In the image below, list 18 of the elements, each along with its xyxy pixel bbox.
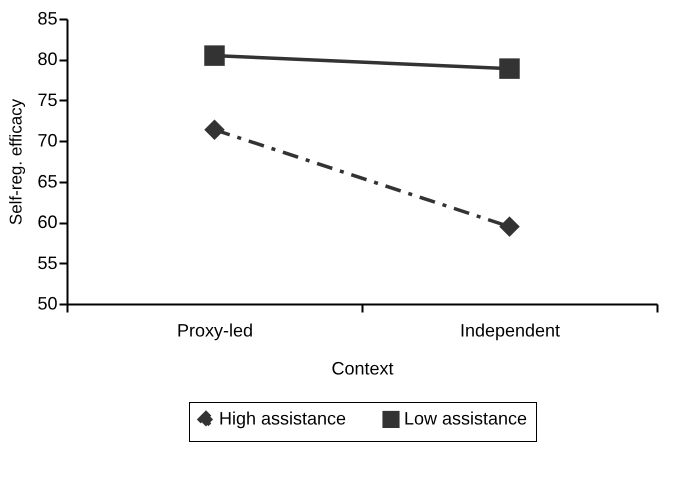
y-tick-label: 70 <box>37 130 58 151</box>
y-tick-label: 60 <box>37 212 58 232</box>
y-tick-label: 80 <box>37 49 58 70</box>
x-tick-label: Proxy-led <box>176 320 254 340</box>
legend-label: Low assistance <box>404 408 528 428</box>
point <box>499 58 520 79</box>
point <box>204 119 225 140</box>
y-tick-label: 85 <box>37 8 58 28</box>
y-tick-label: 55 <box>37 252 58 273</box>
point <box>204 45 225 66</box>
point <box>499 216 520 237</box>
x-tick-label: Independent <box>460 320 560 340</box>
y-tick-label: 75 <box>37 90 58 110</box>
legend-label: High assistance <box>219 408 346 428</box>
y-tick-label: 65 <box>37 171 58 192</box>
y-tick-label: 50 <box>37 294 58 314</box>
x-axis-title: Context <box>331 358 394 378</box>
y-axis-title: Self-reg. efficacy <box>6 98 26 226</box>
